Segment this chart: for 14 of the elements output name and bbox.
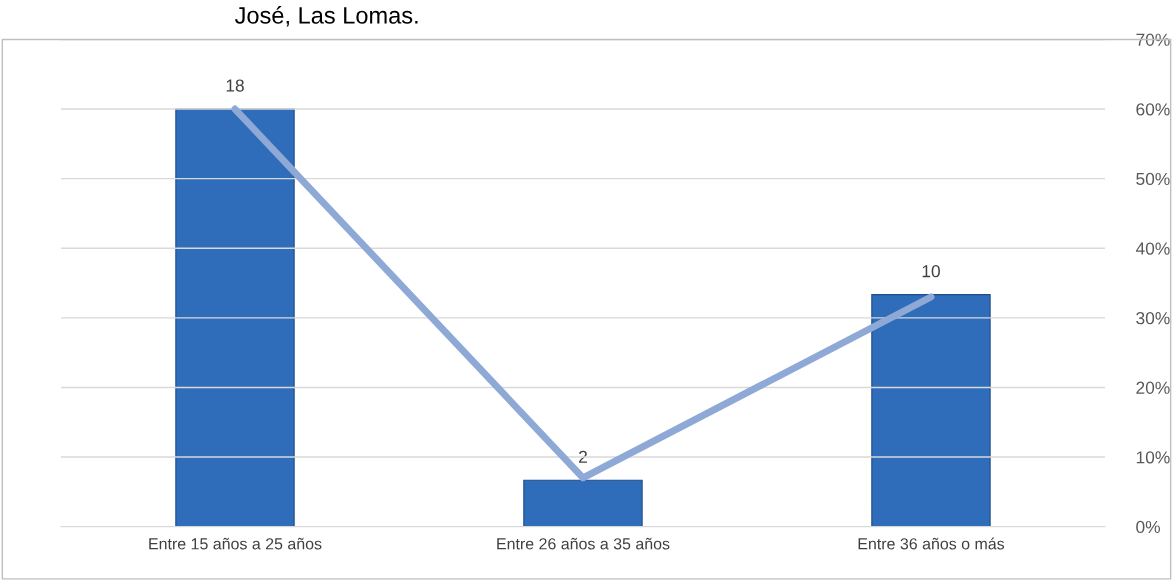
y2-tick-label: 0% — [1136, 520, 1160, 534]
x-tick-label: Entre 15 años a 25 años — [149, 537, 322, 550]
data-label: 2 — [579, 450, 587, 463]
y2-tick-label: 20% — [1136, 381, 1170, 394]
x-tick-label: Entre 36 años o más — [858, 537, 1005, 550]
y2-tick-label: 30% — [1136, 312, 1170, 325]
y2-tick-label: 60% — [1136, 103, 1170, 116]
y2-tick-label: 40% — [1135, 242, 1170, 255]
data-label: 18 — [226, 79, 244, 92]
data-label: 10 — [922, 265, 940, 278]
y2-tick-label: 50% — [1136, 172, 1170, 186]
chart-title: José, Las Lomas. — [234, 6, 418, 27]
y2-tick-label: 10% — [1136, 451, 1170, 464]
x-tick-label: Entre 26 años a 35 años — [497, 537, 670, 550]
